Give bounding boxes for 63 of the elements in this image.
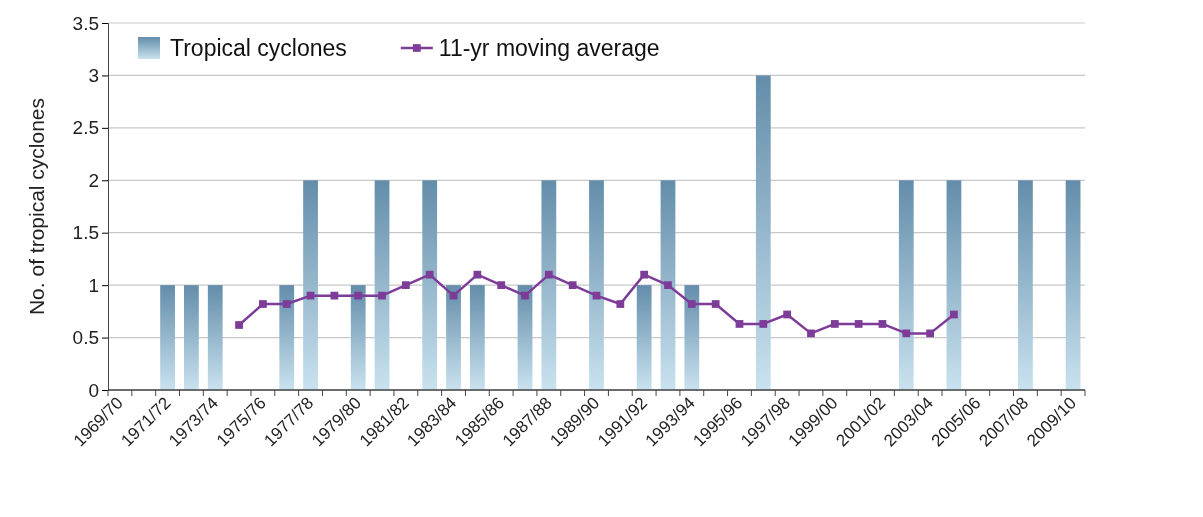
point: [902, 329, 911, 338]
point: [568, 281, 577, 290]
bar: [160, 285, 175, 390]
bar: [184, 285, 199, 390]
bar: [279, 285, 295, 390]
point: [616, 300, 625, 308]
point: [449, 291, 458, 300]
point: [640, 270, 649, 279]
bar: [350, 285, 366, 390]
y-tick-label: 1: [88, 274, 99, 296]
point: [759, 320, 768, 328]
bar: [469, 285, 485, 390]
bar: [422, 180, 438, 390]
point: [497, 281, 506, 290]
y-tick-label: 3: [88, 65, 99, 87]
point: [950, 310, 958, 319]
bar: [755, 75, 771, 390]
y-tick-label: 0.5: [72, 327, 99, 349]
bar: [541, 180, 557, 390]
point: [378, 291, 386, 300]
point: [878, 320, 887, 328]
point: [259, 300, 267, 308]
point: [306, 291, 315, 300]
point: [544, 270, 553, 279]
bar: [517, 285, 533, 390]
bar: [1065, 180, 1081, 390]
y-tick-label: 3.5: [72, 12, 99, 34]
bar: [446, 285, 461, 390]
bar: [636, 285, 652, 390]
point: [330, 291, 339, 300]
bar: [898, 180, 914, 390]
point: [401, 281, 410, 290]
point: [854, 320, 863, 328]
point: [664, 281, 672, 290]
point: [807, 329, 815, 338]
point: [711, 300, 720, 308]
y-tick-label: 1.5: [72, 222, 99, 244]
y-tick-label: 0: [88, 379, 99, 401]
point: [735, 320, 744, 328]
bar: [1018, 180, 1033, 390]
point: [235, 321, 243, 329]
bar: [207, 285, 223, 390]
legend-label: 11-yr moving average: [438, 35, 660, 61]
point: [521, 291, 529, 300]
point: [687, 300, 696, 308]
bar: [589, 180, 604, 390]
point: [354, 291, 363, 300]
y-tick-label: 2.5: [72, 117, 99, 139]
point: [473, 270, 482, 279]
point: [783, 310, 792, 319]
bar: [660, 180, 676, 390]
point: [926, 329, 934, 338]
point: [282, 300, 291, 308]
bar: [684, 285, 700, 390]
bar: [946, 180, 962, 390]
legend-label: Tropical cyclones: [170, 35, 347, 61]
point: [425, 270, 434, 279]
point: [830, 320, 839, 328]
point: [592, 291, 601, 300]
y-tick-label: 2: [88, 169, 99, 191]
bar: [303, 180, 318, 390]
bar: [374, 180, 390, 390]
y-axis-title: No. of tropical cyclones: [25, 97, 48, 316]
